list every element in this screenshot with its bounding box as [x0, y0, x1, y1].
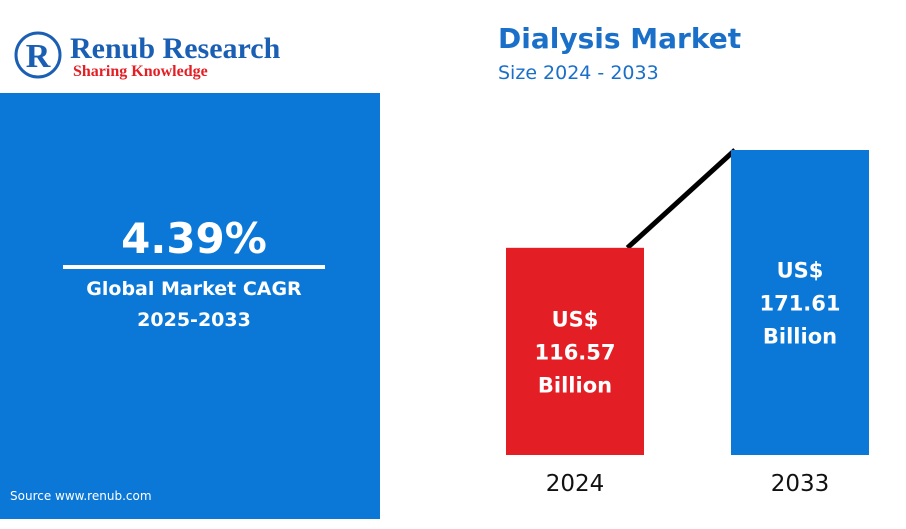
logo-icon: R [26, 38, 51, 75]
cagr-divider [63, 265, 325, 269]
value-label: US$ 116.57 Billion [534, 307, 615, 397]
x-tick-label: 2024 [546, 471, 605, 497]
bar-chart: 2024 US$ 116.57 Billion 2033 US$ 171.61 Billion [506, 148, 869, 497]
cagr-value: 4.39% [121, 214, 267, 263]
logo-ring [14, 31, 62, 79]
trend-line [625, 148, 737, 250]
chart-title: Dialysis Market [498, 22, 741, 55]
bar [731, 150, 869, 455]
cagr-label: Global Market CAGR [86, 278, 302, 300]
cagr-panel [0, 93, 380, 519]
cagr-period: 2025-2033 [137, 309, 251, 331]
chart-subtitle: Size 2024 - 2033 [498, 62, 659, 84]
bar [506, 247, 644, 455]
logo-name: Renub Research [70, 32, 281, 65]
source: Source www.renub.com [10, 489, 152, 503]
value-label: US$ 171.61 Billion [759, 259, 840, 349]
logo-tagline: Sharing Knowledge [73, 63, 208, 80]
x-tick-label: 2033 [771, 471, 830, 497]
logo: R Renub Research Sharing Knowledge [14, 31, 281, 80]
